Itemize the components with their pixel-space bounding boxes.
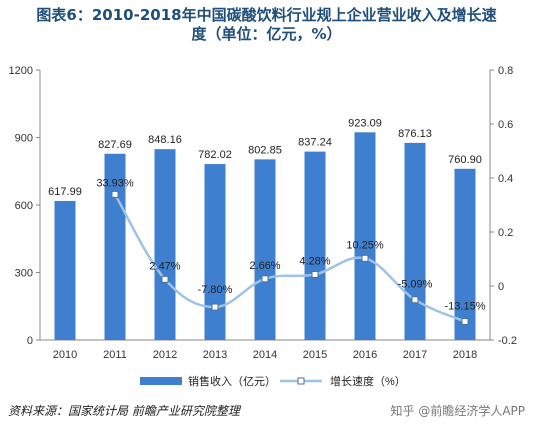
- y-left-tick-label: 900: [15, 133, 33, 145]
- line-series: [111, 190, 469, 326]
- chart-title-line2: 度（单位：亿元，%）: [191, 25, 342, 43]
- y-left-tick-label: 1200: [9, 65, 33, 77]
- bar-series: [54, 132, 476, 340]
- bar: [304, 151, 326, 340]
- bar: [204, 164, 226, 340]
- legend-line-marker: [297, 377, 305, 385]
- bar-value-label: 617.99: [48, 186, 82, 198]
- growth-point: [211, 303, 219, 311]
- source-note: 资料来源：国家统计局 前瞻产业研究院整理: [8, 404, 240, 418]
- bar: [454, 168, 476, 340]
- bar-value-label: 848.16: [148, 134, 182, 146]
- bar: [104, 153, 126, 340]
- chart-title-line1: 图表6：2010-2018年中国碳酸饮料行业规上企业营业收入及增长速: [36, 6, 497, 24]
- x-tick-label: 2017: [403, 349, 427, 361]
- x-tick-label: 2010: [53, 349, 77, 361]
- growth-value-label: -5.09%: [398, 279, 433, 291]
- bar: [54, 200, 76, 340]
- y-right-tick-label: 0: [498, 281, 504, 293]
- x-tick-label: 2015: [303, 349, 327, 361]
- growth-point: [261, 275, 269, 283]
- growth-value-label: 10.25%: [346, 239, 384, 251]
- y-right-tick-label: 0.6: [498, 119, 513, 131]
- bar: [404, 142, 426, 340]
- bar-value-label: 876.13: [398, 128, 432, 140]
- growth-point: [461, 318, 469, 326]
- watermark: 知乎 @前瞻经济学人APP: [390, 404, 526, 418]
- x-tick-label: 2018: [453, 349, 477, 361]
- y-left-tick-label: 300: [15, 268, 33, 280]
- growth-value-label: 2.47%: [149, 260, 180, 272]
- growth-point: [111, 190, 119, 198]
- bar-value-label: 827.69: [98, 139, 132, 151]
- y-left-tick-label: 600: [15, 200, 33, 212]
- bar-value-label: 802.85: [248, 144, 282, 156]
- legend-bar-label: 销售收入（亿元）: [188, 374, 276, 388]
- bar-value-label: 837.24: [298, 137, 332, 149]
- bar-value-label: 782.02: [198, 149, 232, 161]
- x-tick-label: 2011: [103, 349, 127, 361]
- y-right-tick-label: -0.2: [498, 335, 517, 347]
- growth-value-label: 2.66%: [249, 260, 280, 272]
- growth-point: [311, 270, 319, 278]
- x-tick-label: 2013: [203, 349, 227, 361]
- x-tick-label: 2014: [253, 349, 277, 361]
- growth-point: [411, 296, 419, 304]
- data-labels: 617.99 827.69 848.16 782.02 802.85 837.24 923.…: [48, 117, 486, 312]
- growth-value-label: -13.15%: [445, 301, 486, 313]
- growth-point: [361, 254, 369, 262]
- legend-line-label: 增长速度（%）: [330, 374, 406, 388]
- x-tick-label: 2012: [153, 349, 177, 361]
- growth-value-label: 33.93%: [96, 177, 134, 189]
- growth-value-label: -7.80%: [198, 284, 233, 296]
- bar: [254, 159, 276, 340]
- growth-value-label: 4.28%: [299, 255, 330, 267]
- bar-value-label: 923.09: [348, 117, 382, 129]
- y-left-tick-label: 0: [27, 335, 33, 347]
- bar-value-label: 760.90: [448, 154, 482, 166]
- y-right-tick-label: 0.4: [498, 173, 513, 185]
- bar: [154, 149, 176, 340]
- x-tick-label: 2016: [353, 349, 377, 361]
- bar: [354, 132, 376, 340]
- legend: 销售收入（亿元） 增长速度（%）: [140, 374, 406, 388]
- y-right-tick-label: 0.8: [498, 65, 513, 77]
- legend-bar-swatch: [140, 377, 182, 385]
- y-right-tick-label: 0.2: [498, 227, 513, 239]
- growth-point: [161, 275, 169, 283]
- chart-title: 图表6：2010-2018年中国碳酸饮料行业规上企业营业收入及增长速 度（单位：…: [0, 6, 533, 44]
